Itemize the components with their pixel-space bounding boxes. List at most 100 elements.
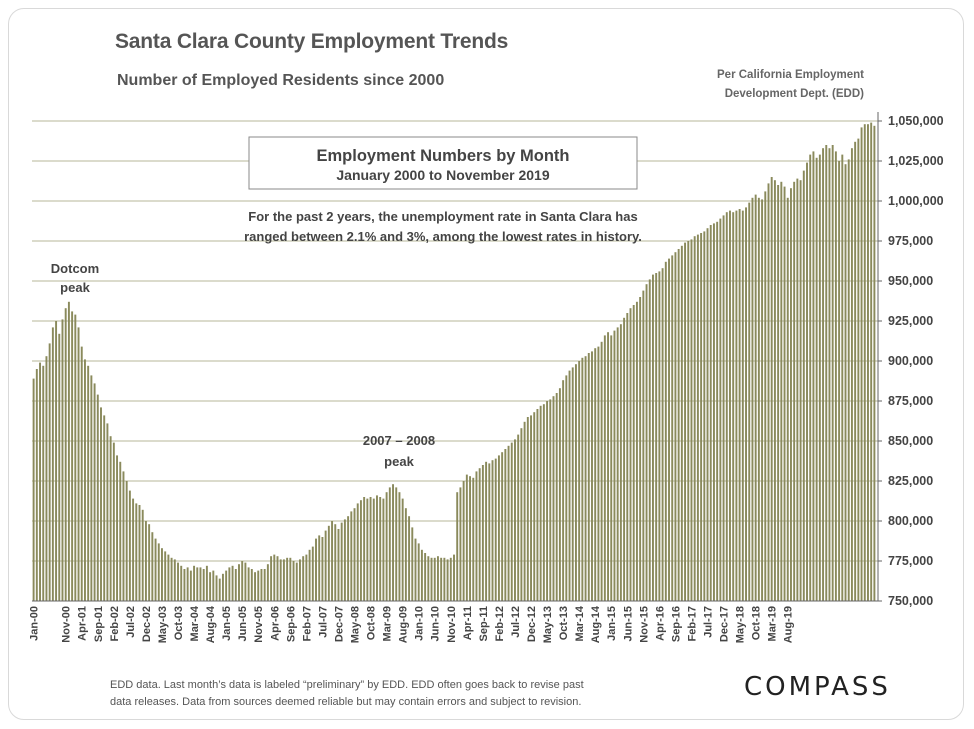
- bar: [334, 524, 337, 601]
- bar: [642, 290, 645, 601]
- x-tick-label: Dec-17: [719, 606, 731, 642]
- x-tick-label: Aug-09: [398, 606, 410, 643]
- x-tick-label: May-18: [735, 606, 747, 643]
- bar: [462, 481, 465, 601]
- bar: [530, 415, 532, 601]
- bar: [645, 284, 648, 601]
- bar: [799, 180, 802, 601]
- bar: [100, 407, 102, 601]
- bar: [388, 487, 391, 601]
- bar: [712, 223, 715, 601]
- bar: [443, 557, 446, 601]
- bar: [173, 559, 176, 601]
- bar: [87, 365, 90, 601]
- bar: [786, 197, 789, 602]
- chart-subtitle: Number of Employed Residents since 2000: [117, 72, 445, 89]
- bar: [860, 127, 863, 602]
- bar: [552, 396, 555, 601]
- bar: [850, 148, 853, 601]
- bar: [260, 569, 263, 601]
- bar: [327, 525, 330, 601]
- source-line-1: Per California Employment: [717, 69, 864, 81]
- x-tick-label: Dec-12: [526, 606, 538, 642]
- bar: [77, 327, 80, 601]
- bar: [632, 305, 635, 601]
- bar: [867, 124, 869, 601]
- bar: [873, 125, 876, 602]
- x-tick-label: Jul-17: [703, 606, 715, 638]
- bar: [831, 145, 834, 601]
- bar: [347, 516, 350, 601]
- bar: [392, 484, 394, 601]
- bar: [414, 538, 417, 601]
- bar: [780, 181, 783, 602]
- bar: [488, 463, 491, 601]
- y-tick-label: 900,000: [888, 354, 933, 368]
- bar: [96, 394, 99, 601]
- x-tick-label: Nov-15: [638, 606, 650, 643]
- x-tick-label: Mar-19: [767, 606, 779, 641]
- x-tick-label: Jun-10: [430, 606, 442, 641]
- x-tick-label: Jul-02: [125, 606, 137, 638]
- bar: [112, 442, 115, 601]
- bar: [581, 357, 584, 601]
- bar: [372, 498, 375, 601]
- y-tick-label: 950,000: [888, 274, 933, 288]
- bar: [189, 570, 192, 601]
- x-tick-label: Jun-05: [237, 606, 249, 641]
- note-line-1: For the past 2 years, the unemployment r…: [248, 209, 637, 224]
- bar: [520, 428, 523, 601]
- bar: [273, 554, 276, 601]
- bar: [754, 194, 757, 601]
- bar: [806, 162, 808, 601]
- bar: [337, 529, 340, 601]
- bar: [453, 554, 455, 601]
- y-tick-label: 850,000: [888, 434, 933, 448]
- bar: [857, 138, 860, 601]
- bar: [48, 343, 51, 601]
- bar: [729, 210, 731, 601]
- x-tick-label: Jul-07: [317, 606, 329, 638]
- bar: [597, 346, 600, 601]
- bar: [141, 509, 144, 601]
- bar: [282, 559, 285, 601]
- bar: [748, 202, 751, 601]
- bar: [761, 199, 764, 601]
- bar: [793, 181, 796, 602]
- x-tick-label: May-08: [350, 606, 362, 643]
- bar: [244, 562, 247, 601]
- bar: [263, 569, 266, 601]
- bar: [706, 228, 709, 601]
- bar: [350, 511, 353, 601]
- bar: [623, 317, 626, 601]
- bar: [289, 557, 292, 601]
- bar: [250, 569, 253, 601]
- bar: [838, 161, 841, 601]
- bar: [148, 524, 151, 601]
- bar: [555, 393, 558, 601]
- x-tick-label: Jan-05: [221, 606, 233, 641]
- bar: [177, 562, 179, 601]
- bar: [119, 461, 122, 601]
- bar: [215, 575, 218, 601]
- bar: [359, 500, 362, 601]
- bar: [231, 565, 234, 601]
- info-box-subtitle: January 2000 to November 2019: [336, 167, 549, 183]
- bar: [812, 151, 815, 601]
- bar: [404, 508, 407, 601]
- footer-line-2: data releases. Data from sources deemed …: [110, 696, 582, 708]
- x-tick-label: Jun-15: [622, 606, 634, 641]
- bar: [574, 364, 577, 601]
- bar: [433, 557, 436, 601]
- bar: [436, 556, 439, 601]
- bar: [764, 191, 767, 601]
- bar: [45, 356, 48, 601]
- bar: [558, 388, 561, 601]
- x-tick-label: Dec-02: [141, 606, 153, 642]
- bar: [382, 498, 385, 601]
- bar: [790, 188, 792, 601]
- bar: [292, 561, 295, 601]
- bar: [822, 148, 825, 601]
- bar: [619, 324, 622, 601]
